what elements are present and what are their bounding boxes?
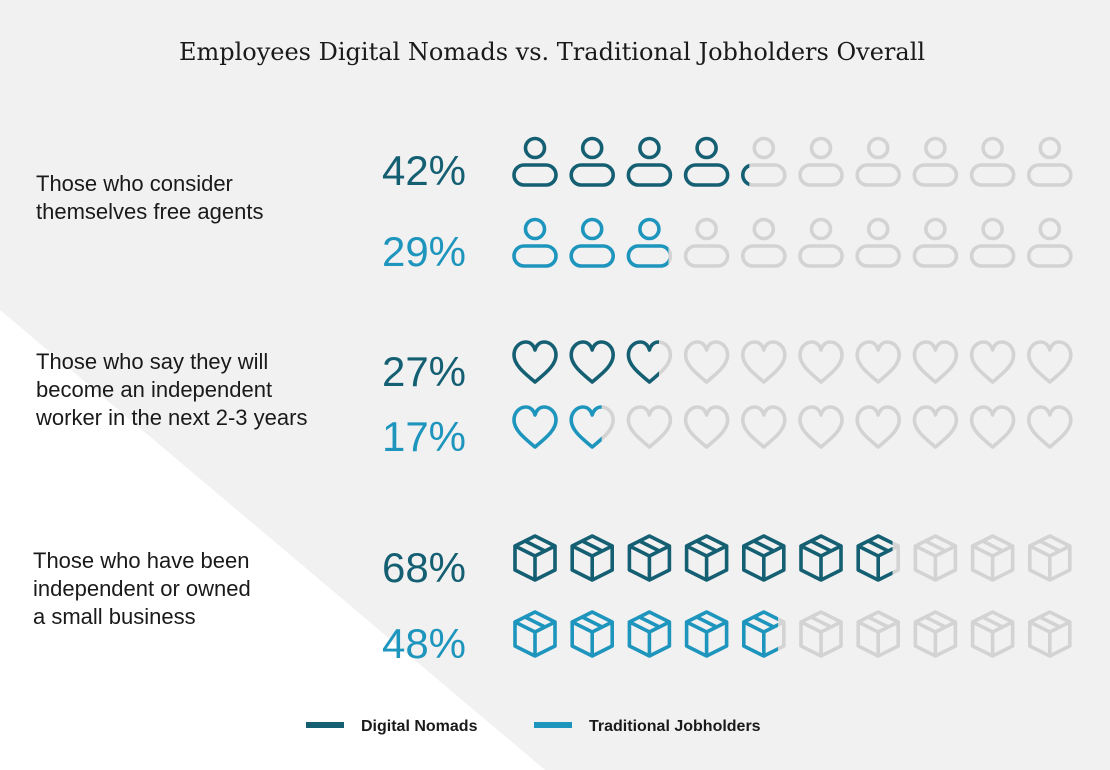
legend-item: Digital Nomads <box>306 718 478 735</box>
box-icon <box>1028 610 1072 658</box>
category-group: Those who have been independent or owned a… <box>33 534 1072 667</box>
box-icon <box>1028 534 1072 582</box>
icon-row <box>512 340 1073 384</box>
icon-row <box>513 610 1072 658</box>
legend-swatch <box>306 722 344 728</box>
percent-label: 27% <box>382 348 466 395</box>
legend-item: Traditional Jobholders <box>534 718 761 735</box>
person-icon <box>855 217 902 268</box>
box-icon <box>627 610 672 658</box>
heart-icon <box>855 340 902 384</box>
person-icon <box>798 217 844 268</box>
heart-icon <box>569 405 616 449</box>
legend-swatch <box>534 722 572 728</box>
percent-label: 17% <box>382 413 466 460</box>
heart-icon <box>855 405 902 449</box>
box-icon <box>913 534 958 582</box>
heart-icon <box>1027 340 1073 384</box>
percent-label: 68% <box>382 544 466 591</box>
category-group: Those who say they will become an indepen… <box>35 340 1073 460</box>
box-icon <box>513 534 557 582</box>
person-icon <box>741 136 787 187</box>
box-icon <box>741 534 786 582</box>
person-icon <box>912 136 959 187</box>
person-icon <box>569 217 616 268</box>
category-label-line: Those who consider <box>36 171 233 196</box>
box-icon <box>513 610 557 658</box>
box-icon <box>970 610 1015 658</box>
category-label-line: Those who say they will <box>36 349 268 374</box>
heart-icon <box>683 340 730 384</box>
person-icon <box>740 217 787 268</box>
person-icon <box>969 136 1016 187</box>
heart-icon <box>969 405 1016 449</box>
person-icon <box>798 136 844 187</box>
heart-icon <box>798 405 844 449</box>
person-icon <box>683 136 730 187</box>
person-icon <box>512 136 558 187</box>
heart-icon <box>626 340 673 384</box>
heart-icon <box>912 405 959 449</box>
percent-label: 48% <box>382 620 466 667</box>
person-icon <box>626 136 673 187</box>
box-icon <box>684 534 729 582</box>
icon-row <box>512 217 1073 268</box>
person-icon <box>626 217 673 268</box>
box-icon <box>970 534 1015 582</box>
heart-icon <box>1027 405 1073 449</box>
icon-row <box>512 405 1073 449</box>
percent-label: 42% <box>382 147 466 194</box>
heart-icon <box>740 340 787 384</box>
box-icon <box>684 610 729 658</box>
person-icon <box>855 136 902 187</box>
heart-icon <box>740 405 787 449</box>
category-group: Those who consider themselves free agents… <box>36 136 1073 275</box>
box-icon <box>627 534 672 582</box>
heart-icon <box>512 405 558 449</box>
person-icon <box>969 217 1016 268</box>
category-label-line: independent or owned <box>33 576 251 601</box>
box-icon <box>570 610 615 658</box>
box-icon <box>913 610 958 658</box>
heart-icon <box>626 405 673 449</box>
box-icon <box>570 534 615 582</box>
category-label-line: themselves free agents <box>36 199 263 224</box>
person-icon <box>1027 217 1073 268</box>
chart-title: Employees Digital Nomads vs. Traditional… <box>179 38 925 66</box>
percent-label: 29% <box>382 228 466 275</box>
heart-icon <box>798 340 844 384</box>
box-icon <box>856 610 901 658</box>
box-icon <box>856 534 901 582</box>
person-icon <box>683 217 730 268</box>
person-icon <box>1027 136 1073 187</box>
heart-icon <box>683 405 730 449</box>
category-label-line: become an independent <box>36 377 272 402</box>
heart-icon <box>512 340 558 384</box>
category-label-line: a small business <box>33 604 196 629</box>
legend: Digital Nomads Traditional Jobholders <box>306 718 761 735</box>
icon-row <box>512 136 1073 187</box>
heart-icon <box>912 340 959 384</box>
person-icon <box>912 217 959 268</box>
heart-icon <box>969 340 1016 384</box>
box-icon <box>741 610 786 658</box>
category-label-line: worker in the next 2-3 years <box>35 405 307 430</box>
legend-label: Digital Nomads <box>361 718 478 735</box>
legend-label: Traditional Jobholders <box>589 718 761 735</box>
person-icon <box>512 217 558 268</box>
heart-icon <box>569 340 616 384</box>
person-icon <box>569 136 616 187</box>
category-label-line: Those who have been <box>33 548 250 573</box>
icon-row <box>513 534 1072 582</box>
box-icon <box>799 534 843 582</box>
box-icon <box>799 610 843 658</box>
